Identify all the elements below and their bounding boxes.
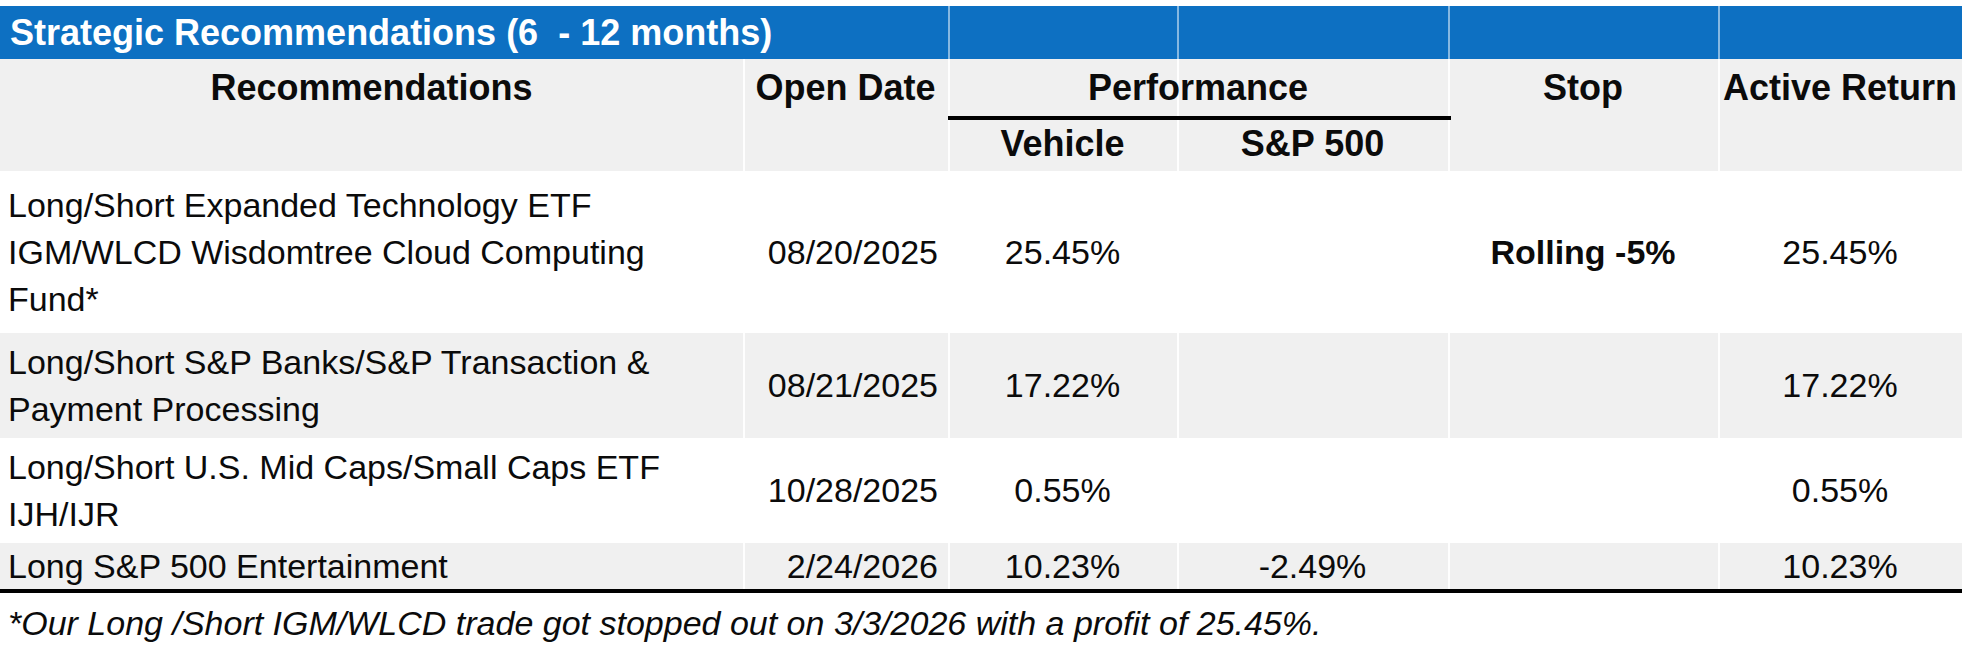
recommendation-cell: Long S&P 500 Entertainment: [8, 543, 668, 589]
sp500-performance-cell: -2.49%: [1177, 543, 1448, 589]
column-header-open-date: Open Date: [743, 59, 948, 117]
column-header-performance: Performance: [948, 59, 1448, 117]
strategic-recommendations-table: Strategic Recommendations (6 - 12 months…: [0, 0, 1972, 667]
banner-column-divider: [1448, 6, 1450, 59]
active-return-cell: 25.45%: [1718, 171, 1962, 333]
vehicle-performance-cell: 25.45%: [948, 171, 1177, 333]
table-row: Long/Short U.S. Mid Caps/Small Caps ETF …: [0, 438, 1962, 543]
table-title: Strategic Recommendations (6 - 12 months…: [0, 12, 772, 54]
recommendation-cell: Long/Short Expanded Technology ETF IGM/W…: [8, 171, 668, 333]
stop-cell: Rolling -5%: [1448, 171, 1718, 333]
sp500-performance-cell: [1177, 171, 1448, 333]
recommendation-cell: Long/Short U.S. Mid Caps/Small Caps ETF …: [8, 438, 668, 543]
table-row: Long/Short Expanded Technology ETF IGM/W…: [0, 171, 1962, 333]
table-header: Recommendations Open Date Performance St…: [0, 59, 1962, 171]
vehicle-performance-cell: 10.23%: [948, 543, 1177, 589]
column-header-stop: Stop: [1448, 59, 1718, 117]
active-return-cell: 17.22%: [1718, 333, 1962, 438]
open-date-cell: 10/28/2025: [743, 438, 938, 543]
banner-column-divider: [1177, 6, 1179, 59]
vehicle-performance-cell: 0.55%: [948, 438, 1177, 543]
table-title-banner: Strategic Recommendations (6 - 12 months…: [0, 6, 1962, 59]
footnote: *Our Long /Short IGM/WLCD trade got stop…: [8, 600, 1908, 647]
stop-cell: [1448, 543, 1718, 589]
active-return-cell: 0.55%: [1718, 438, 1962, 543]
column-header-sp500: S&P 500: [1177, 120, 1448, 168]
open-date-cell: 2/24/2026: [743, 543, 938, 589]
stop-cell: [1448, 333, 1718, 438]
active-return-cell: 10.23%: [1718, 543, 1962, 589]
open-date-cell: 08/20/2025: [743, 171, 938, 333]
column-header-recommendations: Recommendations: [0, 59, 743, 117]
stop-cell: [1448, 438, 1718, 543]
recommendation-cell: Long/Short S&P Banks/S&P Transaction & P…: [8, 333, 668, 438]
table-bottom-border: [0, 589, 1962, 593]
column-header-vehicle: Vehicle: [948, 120, 1177, 168]
sp500-performance-cell: [1177, 438, 1448, 543]
banner-column-divider: [948, 6, 950, 59]
table-row: Long S&P 500 Entertainment 2/24/2026 10.…: [0, 543, 1962, 589]
banner-column-divider: [1718, 6, 1720, 59]
open-date-cell: 08/21/2025: [743, 333, 938, 438]
column-header-active-return: Active Return: [1718, 59, 1962, 117]
table-row: Long/Short S&P Banks/S&P Transaction & P…: [0, 333, 1962, 438]
sp500-performance-cell: [1177, 333, 1448, 438]
vehicle-performance-cell: 17.22%: [948, 333, 1177, 438]
